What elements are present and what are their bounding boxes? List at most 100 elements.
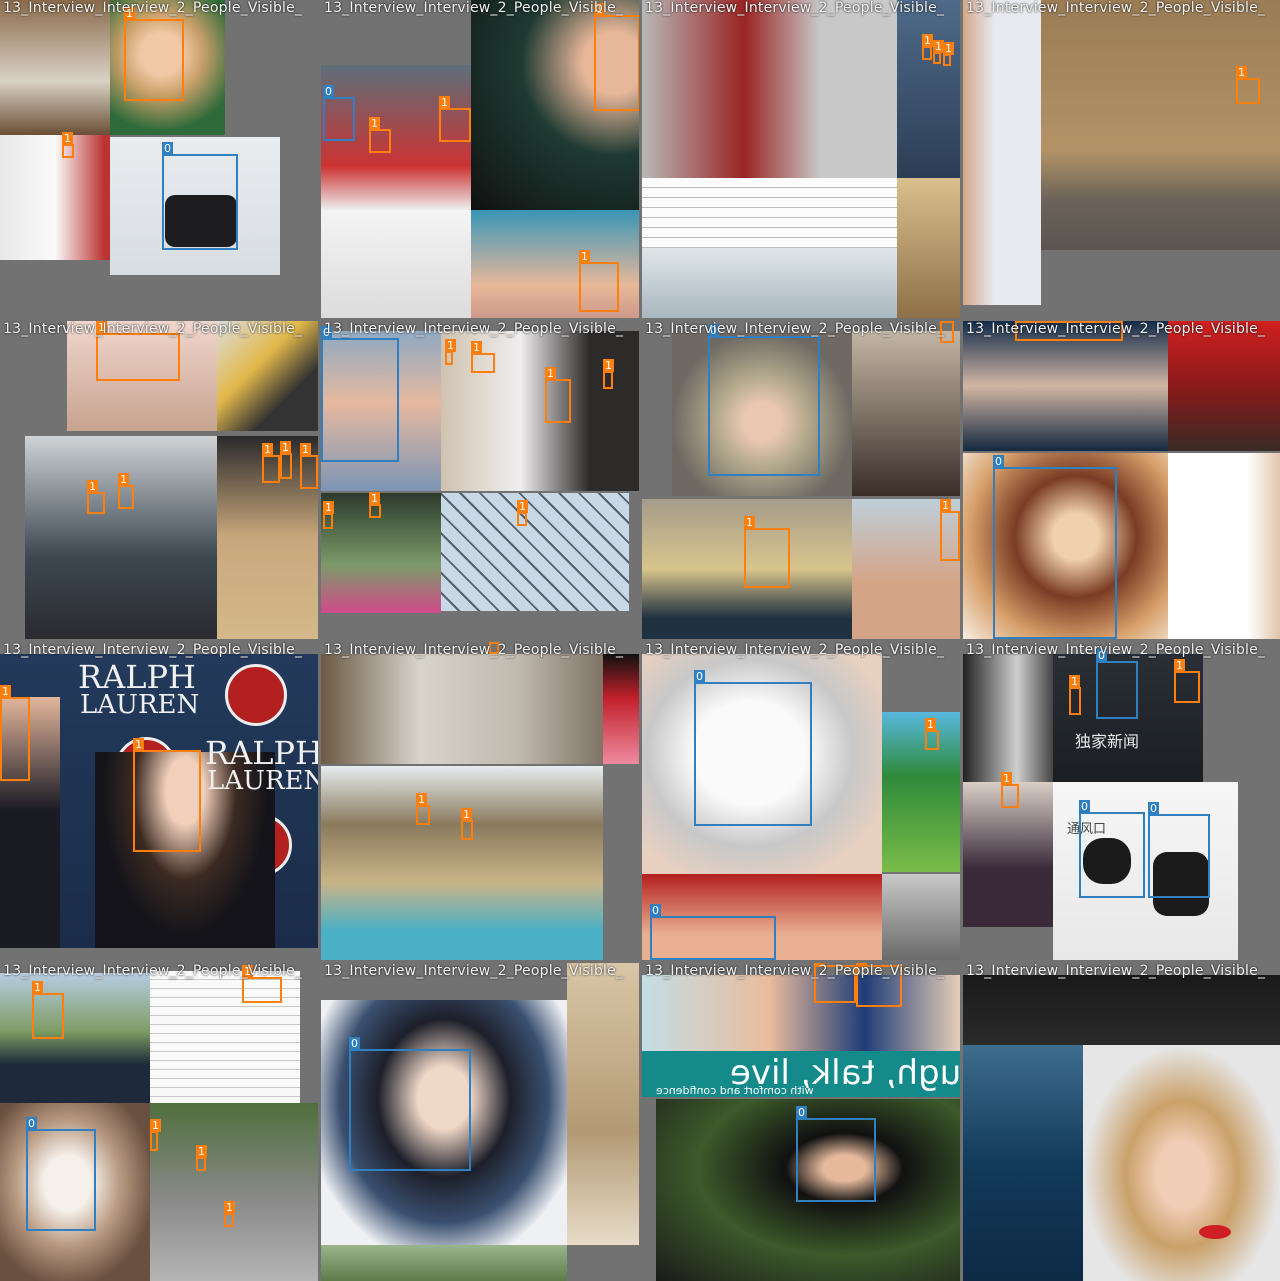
vent-caption: 通风口 [1067, 822, 1107, 837]
tile-title: 13_Interview_Interview_2_People_Visible_ [966, 0, 1266, 16]
photo-crowd [897, 0, 960, 178]
photo-dolphin-blue [963, 1045, 1083, 1281]
bbox-class1: 1 [814, 963, 856, 1003]
bbox-class1: 1 [150, 1119, 161, 1151]
class-label-tag: 1 [62, 132, 73, 145]
class-label-tag: 1 [471, 341, 482, 354]
class-label-tag: 1 [922, 34, 933, 47]
photo-crowd-small [882, 874, 960, 960]
banner-tagline: with comfort and confidence [656, 1084, 814, 1097]
photo-group-paper [441, 331, 639, 491]
photo-white-mask-girl [0, 1103, 150, 1281]
bbox-class1: 1 [369, 492, 381, 518]
bbox-class1: 1 [118, 473, 134, 509]
photo-green-frame [882, 712, 960, 872]
class-label-tag: 1 [461, 808, 472, 821]
bbox-class1: 1 [96, 321, 180, 381]
photo-sky-lines [642, 248, 897, 318]
photo-jersey-man [471, 0, 639, 210]
bbox-class1: 1 [603, 359, 614, 389]
class-label-tag: 1 [224, 1201, 235, 1214]
face-mask-black [165, 195, 237, 247]
class-label-tag: 0 [26, 1117, 37, 1130]
bbox-class1: 1 [545, 367, 571, 423]
bbox-class0: 0 [1079, 800, 1145, 898]
class-label-tag: 1 [579, 250, 590, 263]
bbox-class0: 0 [323, 85, 355, 141]
photo-pale-strip [963, 0, 1041, 305]
bbox-class1: 1 [300, 443, 318, 489]
bbox-class1: 1 [517, 500, 528, 526]
bbox-class1: 1 [594, 3, 639, 111]
mosaic-tile-8: 1 0 13_Interview_Interview_2_People_Visi… [963, 321, 1280, 639]
photo-surgical-mask-man [321, 331, 441, 491]
black-mask [1153, 852, 1209, 916]
photo-street-musician [1041, 0, 1280, 250]
bbox-class1: 1 [224, 1201, 235, 1227]
bbox-class1: 1 [922, 34, 933, 60]
mosaic-tile-9: RALPH LAUREN RALPH LAUREN 1 1 13_Intervi… [0, 642, 318, 960]
photo-ad-banner [642, 1051, 960, 1097]
class-label-tag: 0 [650, 904, 661, 917]
photo-worksite [150, 1103, 318, 1281]
tile-title: 13_Interview_Interview_2_People_Visible_ [324, 642, 624, 658]
bbox-class1: 1 [1001, 772, 1019, 808]
class-label-tag: 0 [694, 670, 705, 683]
photo-microphone-interview [321, 654, 603, 764]
polo-seal [225, 664, 287, 726]
photo-girl-smiling [110, 0, 225, 135]
photo-couple-hoodie [25, 436, 217, 639]
photo-dark-top [963, 975, 1280, 1045]
bbox-class0: 0 [796, 1106, 876, 1202]
class-label-tag: 1 [943, 42, 954, 55]
bbox-class1: 1 [461, 808, 473, 840]
logo-lauren: LAUREN [207, 766, 318, 796]
class-label-tag: 1 [489, 642, 500, 643]
class-label-tag: 1 [124, 7, 135, 20]
mosaic-tile-2: 0 1 1 1 1 13_Interview_Interview_2_Peopl… [321, 0, 639, 318]
bbox-class1: 1 [439, 96, 471, 142]
bbox-class1: 1 [1174, 659, 1200, 703]
photo-woman-walking [642, 0, 897, 178]
photo-patterned-mask [963, 453, 1168, 639]
tile-title: 13_Interview_Interview_2_People_Visible_ [645, 642, 945, 658]
bbox-class0: 0 [26, 1117, 96, 1231]
class-label-tag: 1 [416, 793, 427, 806]
photo-poster-strip [603, 654, 639, 764]
bbox-class1: 1 [940, 321, 954, 343]
bbox-class0: 0 [1096, 649, 1138, 719]
black-mask [1083, 838, 1131, 884]
class-label-tag: 1 [940, 321, 951, 322]
bbox-class1: 1 [445, 339, 456, 365]
class-label-tag: 1 [1001, 772, 1012, 785]
class-label-tag: 1 [300, 443, 311, 456]
photo-tools [217, 321, 318, 431]
photo-swimmer [471, 210, 639, 318]
bbox-class0: 0 [1148, 802, 1210, 898]
photo-laughing-couple [642, 975, 960, 1053]
tile-title: 13_Interview_Interview_2_People_Visible_ [645, 963, 945, 979]
photo-article-text [642, 178, 897, 248]
tile-title: 13_Interview_Interview_2_People_Visible_ [3, 963, 303, 979]
class-label-tag: 1 [150, 1119, 161, 1132]
photo-flowers [321, 493, 441, 613]
bbox-class1: 1 [943, 42, 954, 66]
class-label-tag: 1 [856, 963, 867, 966]
class-label-tag: 1 [280, 441, 291, 454]
class-label-tag: 1 [603, 359, 614, 372]
photo-bw-portrait [963, 654, 1053, 782]
bbox-class1: 1 [32, 981, 64, 1039]
mosaic-tile-10: 1 1 1 13_Interview_Interview_2_People_Vi… [321, 642, 639, 960]
bbox-class0: 0 [993, 455, 1117, 639]
class-label-tag: 1 [439, 96, 450, 109]
mosaic-tile-4: 1 13_Interview_Interview_2_People_Visibl… [963, 0, 1280, 318]
tile-title: 13_Interview_Interview_2_People_Visible_ [324, 963, 624, 979]
photo-hands [67, 321, 217, 431]
class-label-tag: 1 [940, 499, 951, 512]
mosaic-tile-12: 独家新闻 通风口 0 1 1 1 0 0 13_Interview_Interv… [963, 642, 1280, 960]
class-label-tag: 1 [262, 443, 273, 456]
class-label-tag: 1 [369, 492, 380, 505]
tile-title: 13_Interview_Interview_2_People_Visible_ [645, 0, 945, 16]
tile-title: 13_Interview_Interview_2_People_Visible_ [966, 642, 1266, 658]
class-label-tag: 0 [349, 1037, 360, 1050]
